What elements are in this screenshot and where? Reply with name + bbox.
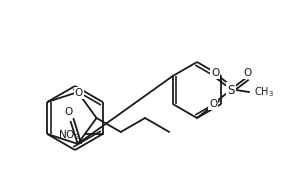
Text: O: O [65,107,73,117]
Text: O: O [243,68,251,78]
Text: NO$_2$: NO$_2$ [58,128,80,142]
Text: O: O [209,99,217,109]
Text: CH$_3$: CH$_3$ [254,85,274,99]
Text: O: O [211,68,219,78]
Text: S: S [227,83,235,96]
Text: O: O [75,88,83,98]
